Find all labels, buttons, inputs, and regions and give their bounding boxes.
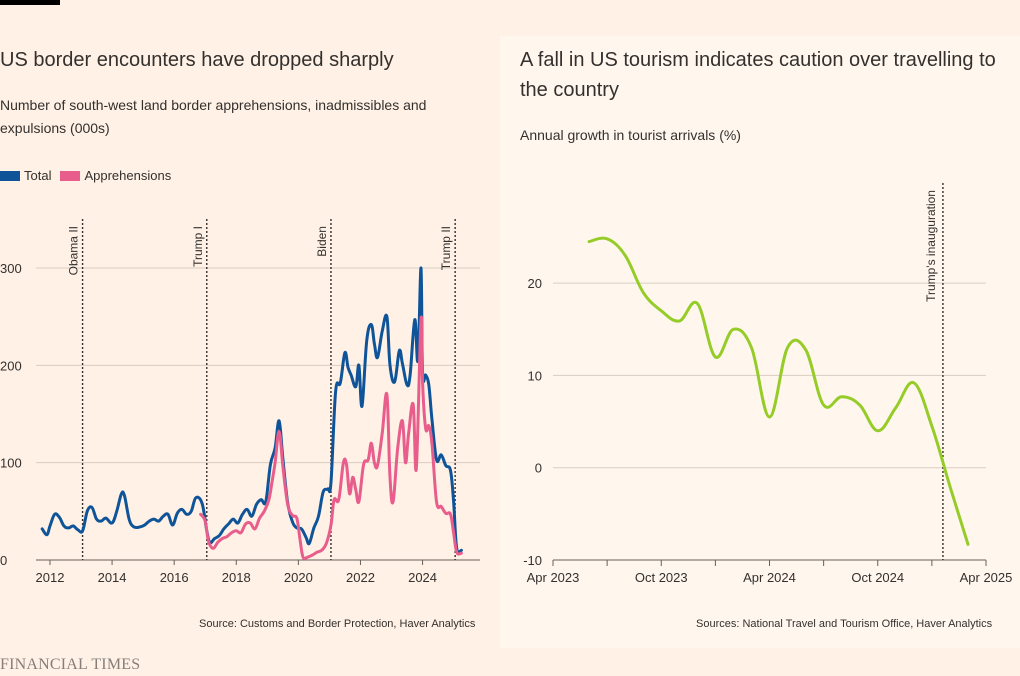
right-panel-background bbox=[500, 36, 1020, 648]
inauguration-label: Trump's inauguration bbox=[924, 190, 938, 302]
right-chart-title: A fall in US tourism indicates caution o… bbox=[520, 49, 996, 101]
y-tick-label: 0 bbox=[535, 461, 542, 476]
y-tick-label: 300 bbox=[0, 261, 22, 276]
period-label: Trump I bbox=[191, 226, 205, 267]
x-tick-label: 2020 bbox=[284, 570, 313, 585]
legend-label-apprehensions: Apprehensions bbox=[84, 168, 172, 183]
tourism-growth-line bbox=[587, 236, 970, 546]
right-chart-source: Sources: National Travel and Tourism Off… bbox=[696, 618, 993, 630]
x-tick-label: 2022 bbox=[346, 570, 375, 585]
legend-swatch-total bbox=[0, 170, 20, 181]
y-tick-label: 0 bbox=[0, 553, 7, 568]
x-tick-label: 2024 bbox=[408, 570, 437, 585]
period-label: Obama II bbox=[67, 226, 81, 275]
legend-swatch-apprehensions bbox=[60, 170, 81, 181]
series-line-apprehensions bbox=[199, 315, 463, 561]
legend-item-total: Total bbox=[0, 168, 51, 183]
x-tick-label: Apr 2024 bbox=[743, 570, 796, 585]
left-chart-subtitle: Number of south-west land border apprehe… bbox=[0, 97, 427, 136]
period-label: Trump II bbox=[439, 226, 453, 270]
legend-label-total: Total bbox=[24, 168, 52, 183]
x-tick-label: 2016 bbox=[160, 570, 189, 585]
x-tick-label: Apr 2023 bbox=[527, 570, 580, 585]
x-tick-label: 2018 bbox=[222, 570, 251, 585]
left-chart-legend: Total Apprehensions bbox=[0, 168, 180, 183]
x-tick-label: 2012 bbox=[36, 570, 65, 585]
x-tick-label: Apr 2025 bbox=[960, 570, 1013, 585]
ft-logo: FINANCIAL TIMES bbox=[0, 656, 141, 673]
y-tick-label: 100 bbox=[0, 456, 22, 471]
y-tick-label: 10 bbox=[528, 368, 542, 383]
series-line-total bbox=[40, 266, 463, 555]
y-tick-label: 20 bbox=[528, 276, 542, 291]
left-chart-source: Source: Customs and Border Protection, H… bbox=[199, 618, 476, 630]
left-chart-title: US border encounters have dropped sharpl… bbox=[0, 49, 394, 71]
x-tick-label: Oct 2023 bbox=[635, 570, 688, 585]
right-chart-subtitle: Annual growth in tourist arrivals (%) bbox=[520, 127, 741, 143]
y-tick-label: 200 bbox=[0, 358, 22, 373]
x-tick-label: Oct 2024 bbox=[851, 570, 904, 585]
legend-item-apprehensions: Apprehensions bbox=[60, 168, 171, 183]
y-tick-label: -10 bbox=[523, 553, 542, 568]
ft-top-bar bbox=[0, 0, 60, 5]
period-label: Biden bbox=[315, 226, 329, 257]
x-tick-label: 2014 bbox=[98, 570, 127, 585]
